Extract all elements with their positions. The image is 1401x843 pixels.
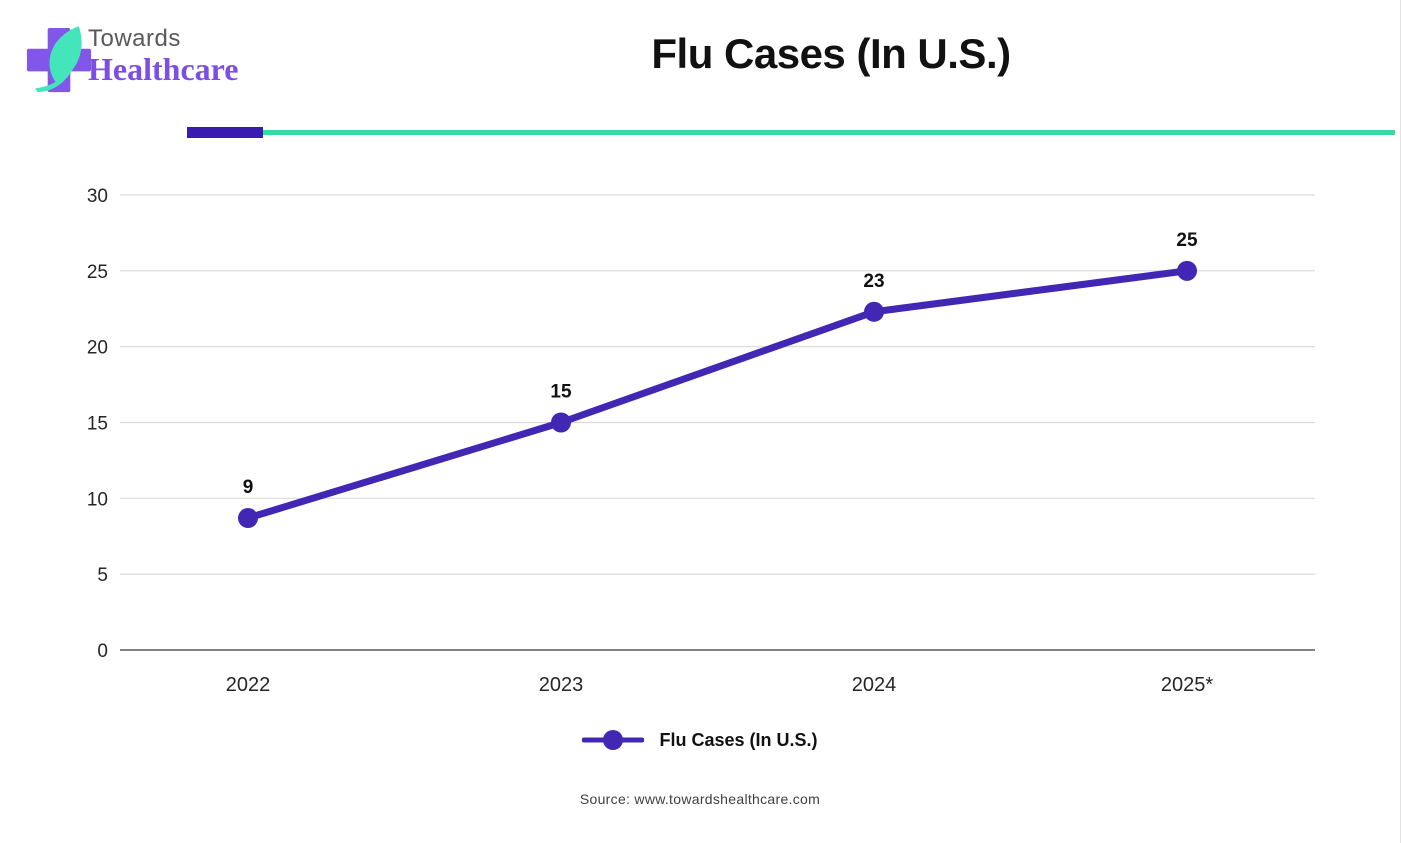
page-title: Flu Cases (In U.S.) xyxy=(651,30,1011,77)
x-tick-label: 2022 xyxy=(226,674,271,696)
x-tick-label: 2025* xyxy=(1161,674,1213,696)
legend-marker-icon xyxy=(582,730,645,750)
brand-logo: Towards Healthcare xyxy=(26,20,266,104)
y-tick-label: 15 xyxy=(87,414,108,435)
legend-label: Flu Cases (In U.S.) xyxy=(659,729,818,750)
data-point xyxy=(238,508,258,529)
brand-name-top: Towards xyxy=(88,25,181,52)
data-point xyxy=(864,301,884,322)
y-tick-label: 10 xyxy=(87,489,108,510)
data-label: 23 xyxy=(863,271,884,292)
source-attribution: Source: www.towardshealthcare.com xyxy=(579,791,821,807)
brand-name-bottom: Healthcare xyxy=(88,51,239,88)
series-line xyxy=(244,267,1191,522)
data-point xyxy=(551,412,571,433)
leaf-icon xyxy=(35,26,82,93)
x-tick-label: 2024 xyxy=(852,674,897,696)
y-tick-label: 5 xyxy=(97,565,108,586)
data-label: 25 xyxy=(1176,230,1198,251)
y-tick-label: 30 xyxy=(87,186,108,207)
data-point xyxy=(1177,260,1197,281)
chart-legend: Flu Cases (In U.S.) xyxy=(0,728,1400,752)
y-tick-label: 0 xyxy=(97,641,108,662)
data-label: 9 xyxy=(243,477,254,498)
y-tick-label: 20 xyxy=(87,338,108,359)
divider-line xyxy=(263,130,1395,135)
y-tick-label: 25 xyxy=(87,262,108,283)
brand-logo-icon xyxy=(26,26,92,93)
divider-accent-bar xyxy=(187,127,263,138)
data-label: 15 xyxy=(550,382,572,403)
brand-text: Towards Healthcare xyxy=(88,26,238,87)
x-tick-label: 2023 xyxy=(539,674,584,696)
